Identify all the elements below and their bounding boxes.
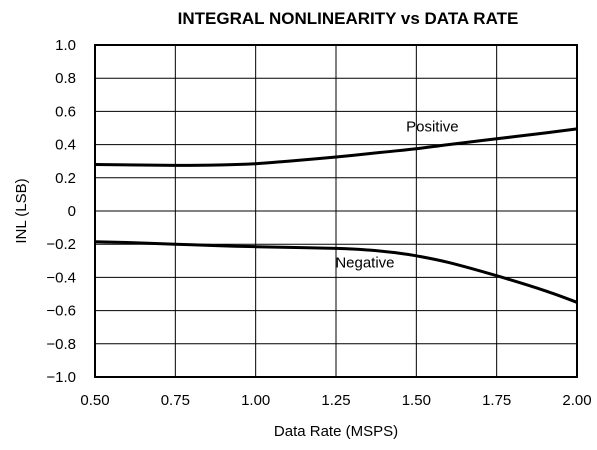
y-tick-label: 0 — [68, 203, 76, 220]
series-label-negative: Negative — [335, 254, 394, 271]
y-tick-label: −0.4 — [46, 269, 76, 286]
series-lines — [94, 127, 578, 304]
y-tick-label: 0.8 — [55, 70, 76, 87]
y-tick-label: 0.2 — [55, 170, 76, 187]
x-axis-label: Data Rate (MSPS) — [274, 423, 398, 440]
x-tick-label: 0.50 — [80, 392, 109, 409]
y-tick-label: 0.4 — [55, 137, 76, 154]
x-tick-label: 0.75 — [161, 392, 190, 409]
x-tick-label: 1.25 — [321, 392, 350, 409]
series-labels: Positive Negative — [335, 118, 458, 271]
y-tick-label: −1.0 — [46, 369, 76, 386]
y-tick-label: 0.6 — [55, 103, 76, 120]
y-tick-label: −0.6 — [46, 303, 76, 320]
x-tick-label: 2.00 — [562, 392, 591, 409]
y-axis-label: INL (LSB) — [13, 178, 30, 243]
x-tick-label: 1.50 — [402, 392, 431, 409]
plot-frame — [94, 44, 578, 378]
series-label-positive: Positive — [406, 118, 459, 135]
y-tick-label: −0.8 — [46, 336, 76, 353]
x-tick-label: 1.75 — [482, 392, 511, 409]
y-tick-label: 1.0 — [55, 37, 76, 54]
grid-lines — [94, 44, 578, 378]
series-line-negative — [94, 240, 578, 304]
series-line-positive — [94, 127, 578, 167]
x-tick-label: 1.00 — [241, 392, 270, 409]
y-tick-label: −0.2 — [46, 236, 76, 253]
tick-labels: 0.50 0.75 1.00 1.25 1.50 1.75 2.00 1.0 0.8 0.6 0.4… — [46, 37, 591, 409]
chart-title: INTEGRAL NONLINEARITY vs DATA RATE — [178, 9, 519, 28]
